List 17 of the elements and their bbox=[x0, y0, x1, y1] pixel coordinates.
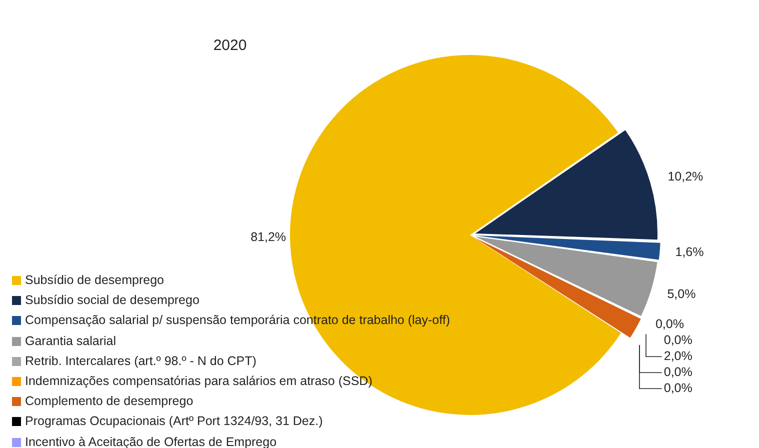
data-label: 2,0% bbox=[664, 349, 692, 364]
legend-label: Incentivo à Aceitação de Ofertas de Emprego bbox=[24, 434, 278, 448]
data-label: 1,6% bbox=[675, 245, 704, 260]
text: 0,0% bbox=[655, 317, 684, 332]
legend-label: Subsídio social de desemprego bbox=[24, 292, 200, 310]
legend-label: Subsídio de desemprego bbox=[24, 272, 165, 289]
legend-label: Retrib. Intercalares (art.º 98.º - N do CPT) bbox=[24, 352, 258, 370]
legend-label: Complemento de desemprego bbox=[24, 393, 194, 410]
data-label: 10,2% bbox=[668, 170, 704, 184]
legend-label: Garantia salarial bbox=[24, 332, 118, 350]
text: 0,0% bbox=[664, 333, 692, 348]
data-label: 81,2% bbox=[250, 230, 286, 244]
data-label: 5,0% bbox=[667, 286, 696, 301]
text: 0,0% bbox=[664, 365, 692, 380]
legend-label: Programas Ocupacionais (Artº Port 1324/93, 31 Dez.) bbox=[24, 413, 324, 430]
chart-title: 2020 bbox=[212, 37, 248, 54]
text: 0,0% bbox=[664, 381, 692, 396]
